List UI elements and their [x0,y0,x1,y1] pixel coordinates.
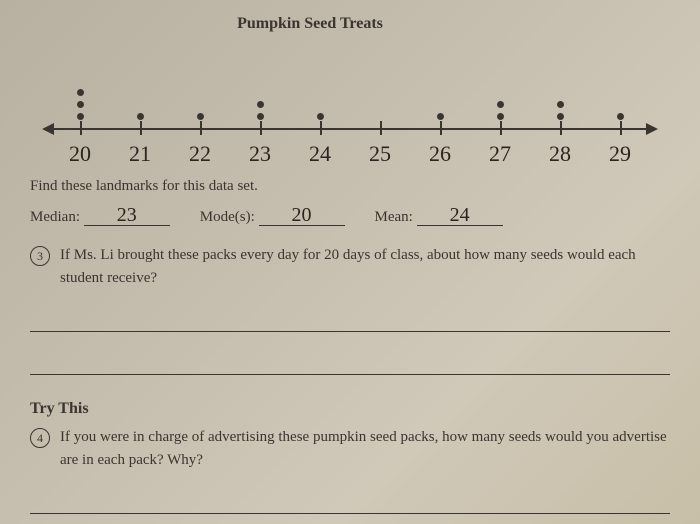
axis-label: 22 [189,141,211,167]
data-dot [137,113,144,120]
tick [320,121,322,135]
median-item: Median: 23 [30,205,170,226]
axis-label: 20 [69,141,91,167]
question-3: 3 If Ms. Li brought these packs every da… [30,244,670,289]
tick [140,121,142,135]
answer-line-1 [30,307,670,332]
question-4: 4 If you were in charge of advertising t… [30,426,670,471]
tick [560,121,562,135]
tick [620,121,622,135]
data-dot [257,101,264,108]
tick [260,121,262,135]
tick [80,121,82,135]
question-3-number: 3 [30,246,50,266]
axis-label: 24 [309,141,331,167]
answer-line-3 [30,489,670,514]
axis-arrow-left [42,123,54,135]
tick [500,121,502,135]
question-4-number: 4 [30,428,50,448]
axis-label: 29 [609,141,631,167]
data-dot [317,113,324,120]
tick [200,121,202,135]
mode-blank: 20 [259,205,345,226]
answer-line-2 [30,350,670,375]
data-dot [437,113,444,120]
dot-plot: 20212223242526272829 [50,73,650,163]
try-this-heading: Try This [30,400,670,418]
mode-item: Mode(s): 20 [200,205,345,226]
data-dot [497,113,504,120]
mean-item: Mean: 24 [375,205,503,226]
data-dot [497,101,504,108]
data-dot [557,101,564,108]
mode-label: Mode(s): [200,209,255,225]
data-dot [257,113,264,120]
axis-label: 28 [549,141,571,167]
axis-label: 26 [429,141,451,167]
data-dot [197,113,204,120]
median-label: Median: [30,209,80,225]
data-dot [77,101,84,108]
median-blank: 23 [84,205,170,226]
tick [380,121,382,135]
axis-label: 25 [369,141,391,167]
data-dot [557,113,564,120]
mean-blank: 24 [417,205,503,226]
data-dot [617,113,624,120]
axis-label: 23 [249,141,271,167]
page-title: Pumpkin Seed Treats [210,15,410,33]
tick [440,121,442,135]
question-3-text: If Ms. Li brought these packs every day … [60,244,670,289]
data-dot [77,89,84,96]
axis-arrow-right [646,123,658,135]
mean-label: Mean: [375,209,413,225]
axis-label: 21 [129,141,151,167]
landmarks-row: Median: 23 Mode(s): 20 Mean: 24 [30,205,670,226]
data-dot [77,113,84,120]
axis-label: 27 [489,141,511,167]
question-4-text: If you were in charge of advertising the… [60,426,670,471]
find-prompt: Find these landmarks for this data set. [30,178,670,195]
